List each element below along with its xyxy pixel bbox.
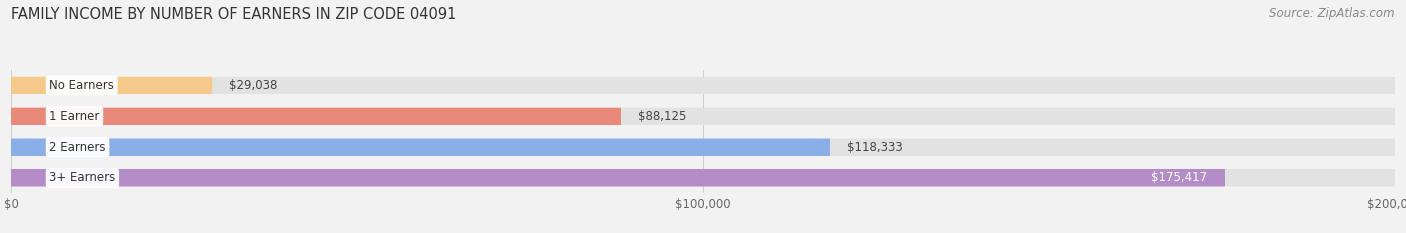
Text: $88,125: $88,125 bbox=[638, 110, 686, 123]
FancyBboxPatch shape bbox=[11, 169, 1395, 186]
FancyBboxPatch shape bbox=[11, 77, 212, 94]
Text: 1 Earner: 1 Earner bbox=[49, 110, 100, 123]
Text: 3+ Earners: 3+ Earners bbox=[49, 171, 115, 185]
FancyBboxPatch shape bbox=[11, 77, 212, 94]
Text: FAMILY INCOME BY NUMBER OF EARNERS IN ZIP CODE 04091: FAMILY INCOME BY NUMBER OF EARNERS IN ZI… bbox=[11, 7, 457, 22]
Text: $118,333: $118,333 bbox=[846, 140, 903, 154]
Text: $29,038: $29,038 bbox=[229, 79, 278, 92]
Text: $175,417: $175,417 bbox=[1152, 171, 1208, 185]
FancyBboxPatch shape bbox=[11, 139, 1395, 156]
FancyBboxPatch shape bbox=[11, 108, 621, 125]
FancyBboxPatch shape bbox=[11, 169, 1225, 186]
FancyBboxPatch shape bbox=[11, 77, 1395, 94]
Text: Source: ZipAtlas.com: Source: ZipAtlas.com bbox=[1270, 7, 1395, 20]
FancyBboxPatch shape bbox=[11, 139, 830, 156]
FancyBboxPatch shape bbox=[11, 108, 621, 125]
FancyBboxPatch shape bbox=[11, 139, 1395, 156]
FancyBboxPatch shape bbox=[11, 169, 1225, 186]
Text: 2 Earners: 2 Earners bbox=[49, 140, 105, 154]
FancyBboxPatch shape bbox=[11, 77, 1395, 94]
FancyBboxPatch shape bbox=[11, 108, 1395, 125]
FancyBboxPatch shape bbox=[11, 108, 1395, 125]
Text: No Earners: No Earners bbox=[49, 79, 114, 92]
FancyBboxPatch shape bbox=[11, 169, 1395, 186]
FancyBboxPatch shape bbox=[11, 139, 830, 156]
